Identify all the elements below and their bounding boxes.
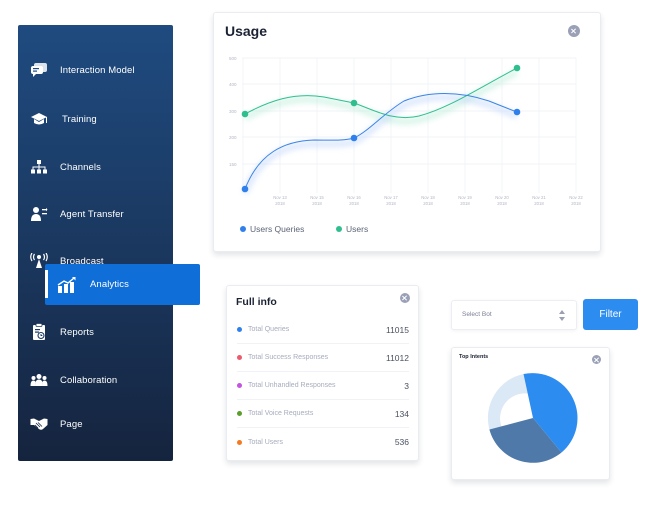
close-icon[interactable]	[568, 25, 580, 37]
info-value: 11012	[385, 352, 409, 363]
info-value: 536	[394, 437, 409, 447]
svg-text:Nov 17: Nov 17	[384, 195, 398, 200]
svg-text:2018: 2018	[534, 201, 544, 206]
legend-dot-icon	[336, 226, 342, 232]
info-row-total-success-responses: Total Success Responses 11012	[237, 344, 409, 372]
data-point	[350, 134, 358, 142]
bullet-icon	[237, 383, 242, 388]
sidebar-item-label: Training	[62, 113, 97, 125]
analytics-chart-icon	[57, 275, 77, 295]
y-tick: 500	[229, 56, 237, 61]
info-label: Total Queries	[248, 326, 290, 333]
top-intents-title: Top Intents	[459, 354, 489, 360]
info-value: 134	[394, 408, 409, 419]
svg-text:Nov 13: Nov 13	[273, 195, 287, 200]
svg-text:Nov 19: Nov 19	[458, 195, 472, 200]
sidebar-nav: Interaction Model Training Channels Agen…	[18, 25, 200, 461]
clipboard-report-icon	[30, 323, 48, 341]
select-bot-placeholder: Select Bot	[462, 311, 492, 318]
y-tick: 200	[229, 135, 237, 140]
sidebar-item-collaboration[interactable]: Collaboration	[18, 365, 173, 395]
hierarchy-icon	[30, 158, 48, 176]
sidebar-item-interaction-model[interactable]: Interaction Model	[18, 55, 173, 85]
legend-label: Users	[346, 224, 369, 234]
agent-transfer-icon	[30, 205, 48, 223]
sidebar-item-label: Page	[60, 418, 83, 430]
svg-text:2018: 2018	[386, 201, 396, 206]
legend-label: Users Queries	[250, 224, 305, 234]
svg-text:Nov 15: Nov 15	[310, 195, 324, 200]
info-label: Total Unhandled Responses	[248, 382, 336, 389]
y-tick: 150	[229, 162, 237, 167]
filter-button[interactable]: Filter	[583, 299, 638, 330]
sidebar-item-label: Interaction Model	[60, 64, 135, 76]
info-row-total-queries: Total Queries 11015	[237, 316, 409, 344]
sort-arrows-icon	[559, 310, 565, 321]
info-label: Total Success Responses	[248, 354, 329, 361]
handshake-icon	[30, 415, 48, 433]
y-tick: 300	[229, 109, 237, 114]
sidebar-item-channels[interactable]: Channels	[18, 152, 173, 182]
full-info-card: Full info Total Queries 11015 Total Succ…	[226, 285, 419, 461]
users-queries-series-line	[244, 93, 518, 190]
sidebar-item-label: Analytics	[90, 279, 129, 290]
svg-text:2018: 2018	[497, 201, 507, 206]
info-row-total-voice-requests: Total Voice Requests 134	[237, 400, 409, 428]
data-point	[513, 64, 521, 72]
svg-text:2018: 2018	[423, 201, 433, 206]
sidebar-item-label: Collaboration	[60, 374, 118, 386]
data-point	[241, 110, 249, 118]
chat-bubbles-icon	[30, 61, 48, 79]
sidebar-item-broadcast[interactable]: Broadcast	[18, 246, 173, 276]
info-label: Total Users	[248, 438, 284, 446]
info-value: 11015	[385, 324, 409, 335]
top-intents-pie-chart	[487, 373, 578, 463]
sidebar-item-page[interactable]: Page	[18, 409, 173, 439]
sidebar-item-label: Channels	[60, 161, 101, 173]
close-icon[interactable]	[592, 355, 601, 364]
svg-text:2018: 2018	[349, 201, 359, 206]
svg-text:2018: 2018	[460, 201, 470, 206]
sidebar-item-label: Reports	[60, 326, 94, 338]
sidebar-item-analytics[interactable]: Analytics	[45, 264, 200, 305]
close-icon[interactable]	[400, 293, 410, 303]
sidebar-item-agent-transfer[interactable]: Agent Transfer	[18, 199, 173, 229]
legend-dot-icon	[240, 226, 246, 232]
info-label: Total Voice Requests	[248, 410, 314, 417]
data-point	[513, 108, 521, 116]
data-point	[350, 99, 358, 107]
full-info-title: Full info	[236, 296, 277, 308]
team-icon	[30, 371, 48, 389]
graduation-cap-icon	[30, 110, 48, 128]
bullet-icon	[237, 355, 242, 360]
usage-chart-card: Usage 500 400	[213, 12, 601, 252]
svg-text:2018: 2018	[312, 201, 322, 206]
svg-text:2018: 2018	[275, 201, 285, 206]
svg-text:Nov 18: Nov 18	[421, 195, 435, 200]
info-value: 3	[404, 380, 409, 391]
bullet-icon	[237, 411, 242, 416]
svg-text:Nov 22: Nov 22	[569, 195, 583, 200]
sidebar-item-training[interactable]: Training	[18, 104, 173, 134]
svg-text:Nov 21: Nov 21	[532, 195, 546, 200]
svg-text:Nov 16: Nov 16	[347, 195, 361, 200]
legend-item-users[interactable]: Users	[336, 224, 368, 234]
svg-text:Nov 20: Nov 20	[495, 195, 509, 200]
svg-text:2018: 2018	[571, 201, 581, 206]
broadcast-tower-icon	[30, 252, 48, 270]
sidebar-item-label: Broadcast	[60, 255, 104, 267]
usage-title: Usage	[225, 23, 268, 39]
y-tick: 400	[229, 82, 237, 87]
select-bot-dropdown[interactable]: Select Bot	[451, 300, 577, 330]
info-row-total-unhandled-responses: Total Unhandled Responses 3	[237, 372, 409, 400]
sidebar-item-label: Agent Transfer	[60, 208, 124, 220]
legend-item-users-queries[interactable]: Users Queries	[240, 224, 304, 234]
bullet-icon	[237, 327, 242, 332]
sidebar-item-reports[interactable]: Reports	[18, 317, 173, 347]
info-row-total-users: Total Users 536	[237, 428, 409, 456]
top-intents-card: Top Intents	[451, 347, 610, 480]
bullet-icon	[237, 439, 242, 445]
data-point	[241, 185, 249, 193]
